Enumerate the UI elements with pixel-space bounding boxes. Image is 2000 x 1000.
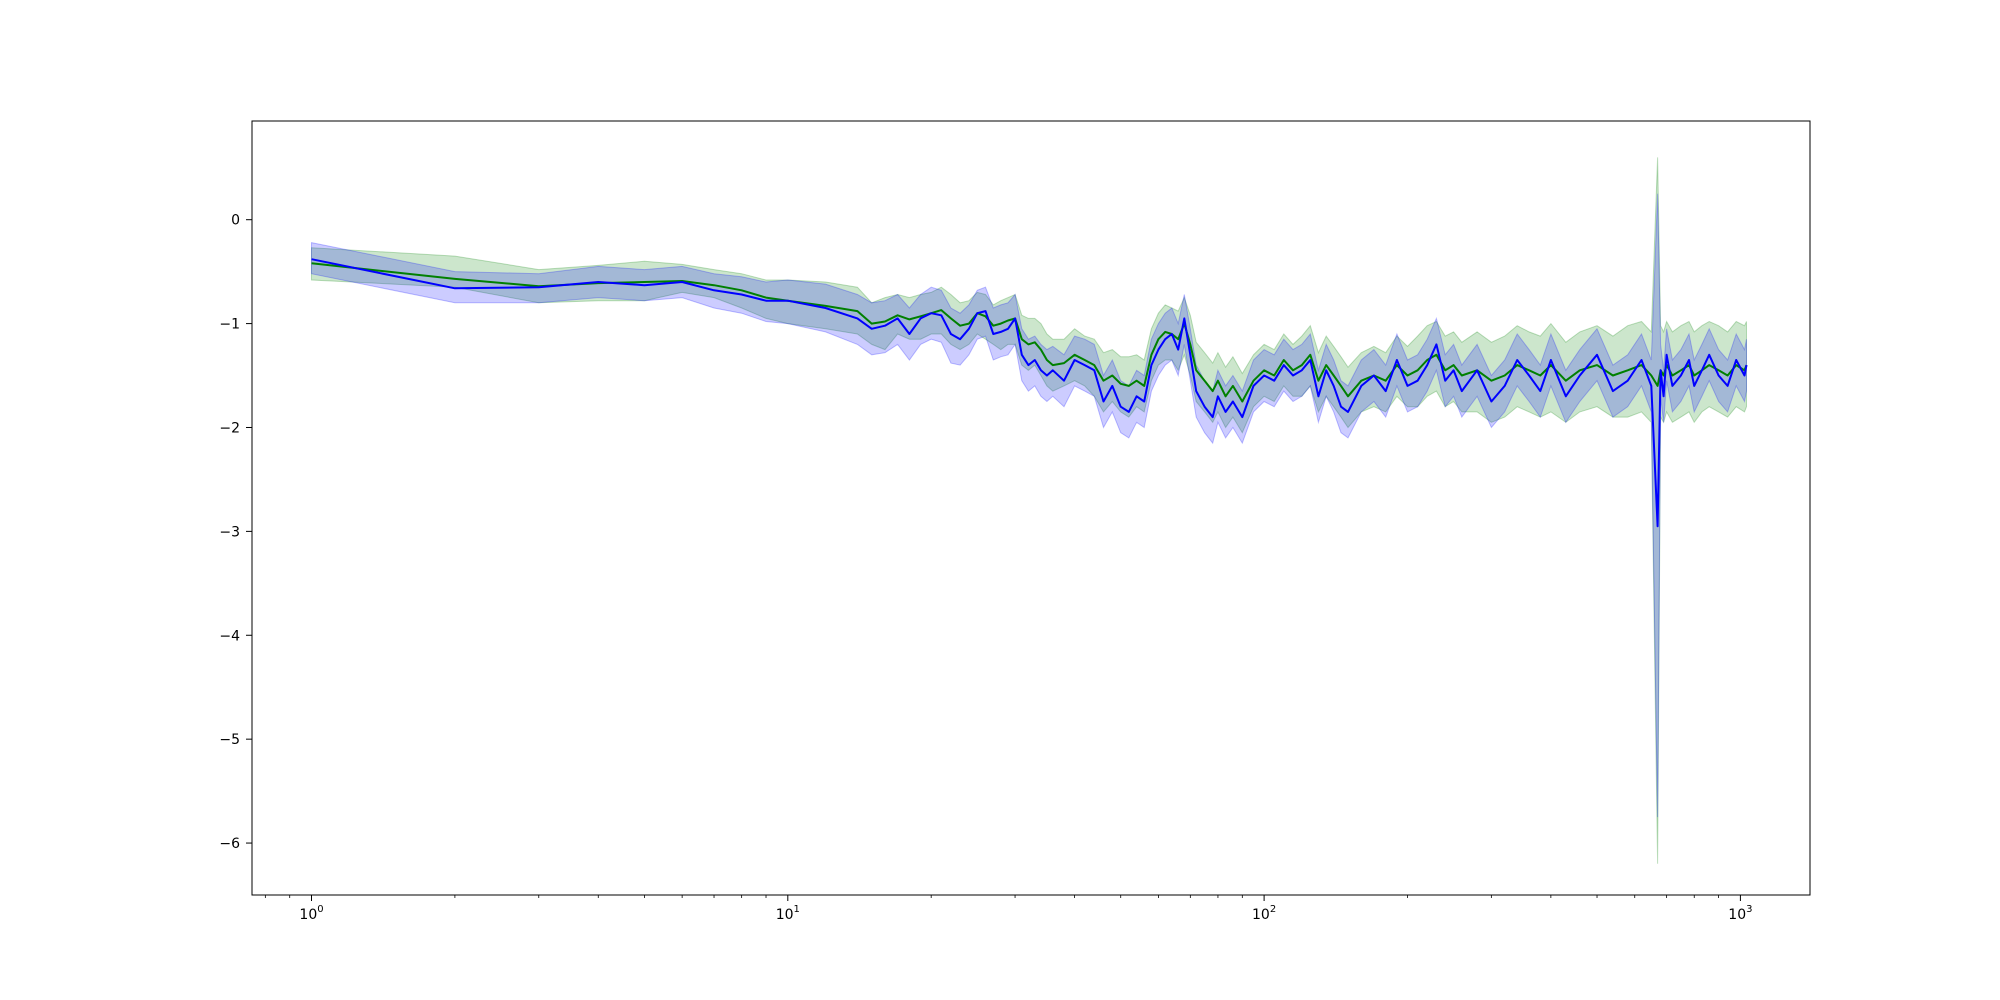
x-tick-exponent: 3 [1746, 904, 1752, 915]
y-tick-label: −2 [219, 420, 240, 436]
x-tick-label: 101 [776, 904, 800, 923]
x-tick-label: 103 [1728, 904, 1752, 923]
y-axis: 0 −1 −2 −3 −4 −5 −6 [219, 121, 253, 895]
x-tick-exponent: 0 [317, 904, 323, 915]
x-tick-label: 100 [299, 904, 323, 923]
y-tick-label: −3 [219, 524, 240, 540]
x-tick-base: 10 [776, 907, 794, 923]
series-1-line [311, 262, 1748, 403]
series-2-band [311, 193, 1747, 818]
x-tick-base: 10 [1728, 907, 1746, 923]
y-tick-label: −6 [219, 836, 240, 852]
x-axis: 100 101 102 103 [252, 894, 1810, 923]
y-tick-label: −4 [219, 628, 240, 644]
y-tick-label: −5 [219, 732, 240, 748]
series-lines [311, 258, 1748, 528]
x-tick-base: 10 [299, 907, 317, 923]
x-tick-exponent: 1 [794, 904, 800, 915]
x-tick-base: 10 [1252, 907, 1270, 923]
x-tick-label: 102 [1252, 904, 1276, 923]
series-1-band [311, 157, 1747, 864]
series-2-line [311, 258, 1748, 528]
y-tick-label: 0 [231, 213, 240, 229]
y-tick-label: −1 [219, 317, 240, 333]
confidence-bands [311, 157, 1747, 864]
x-tick-exponent: 2 [1270, 904, 1276, 915]
